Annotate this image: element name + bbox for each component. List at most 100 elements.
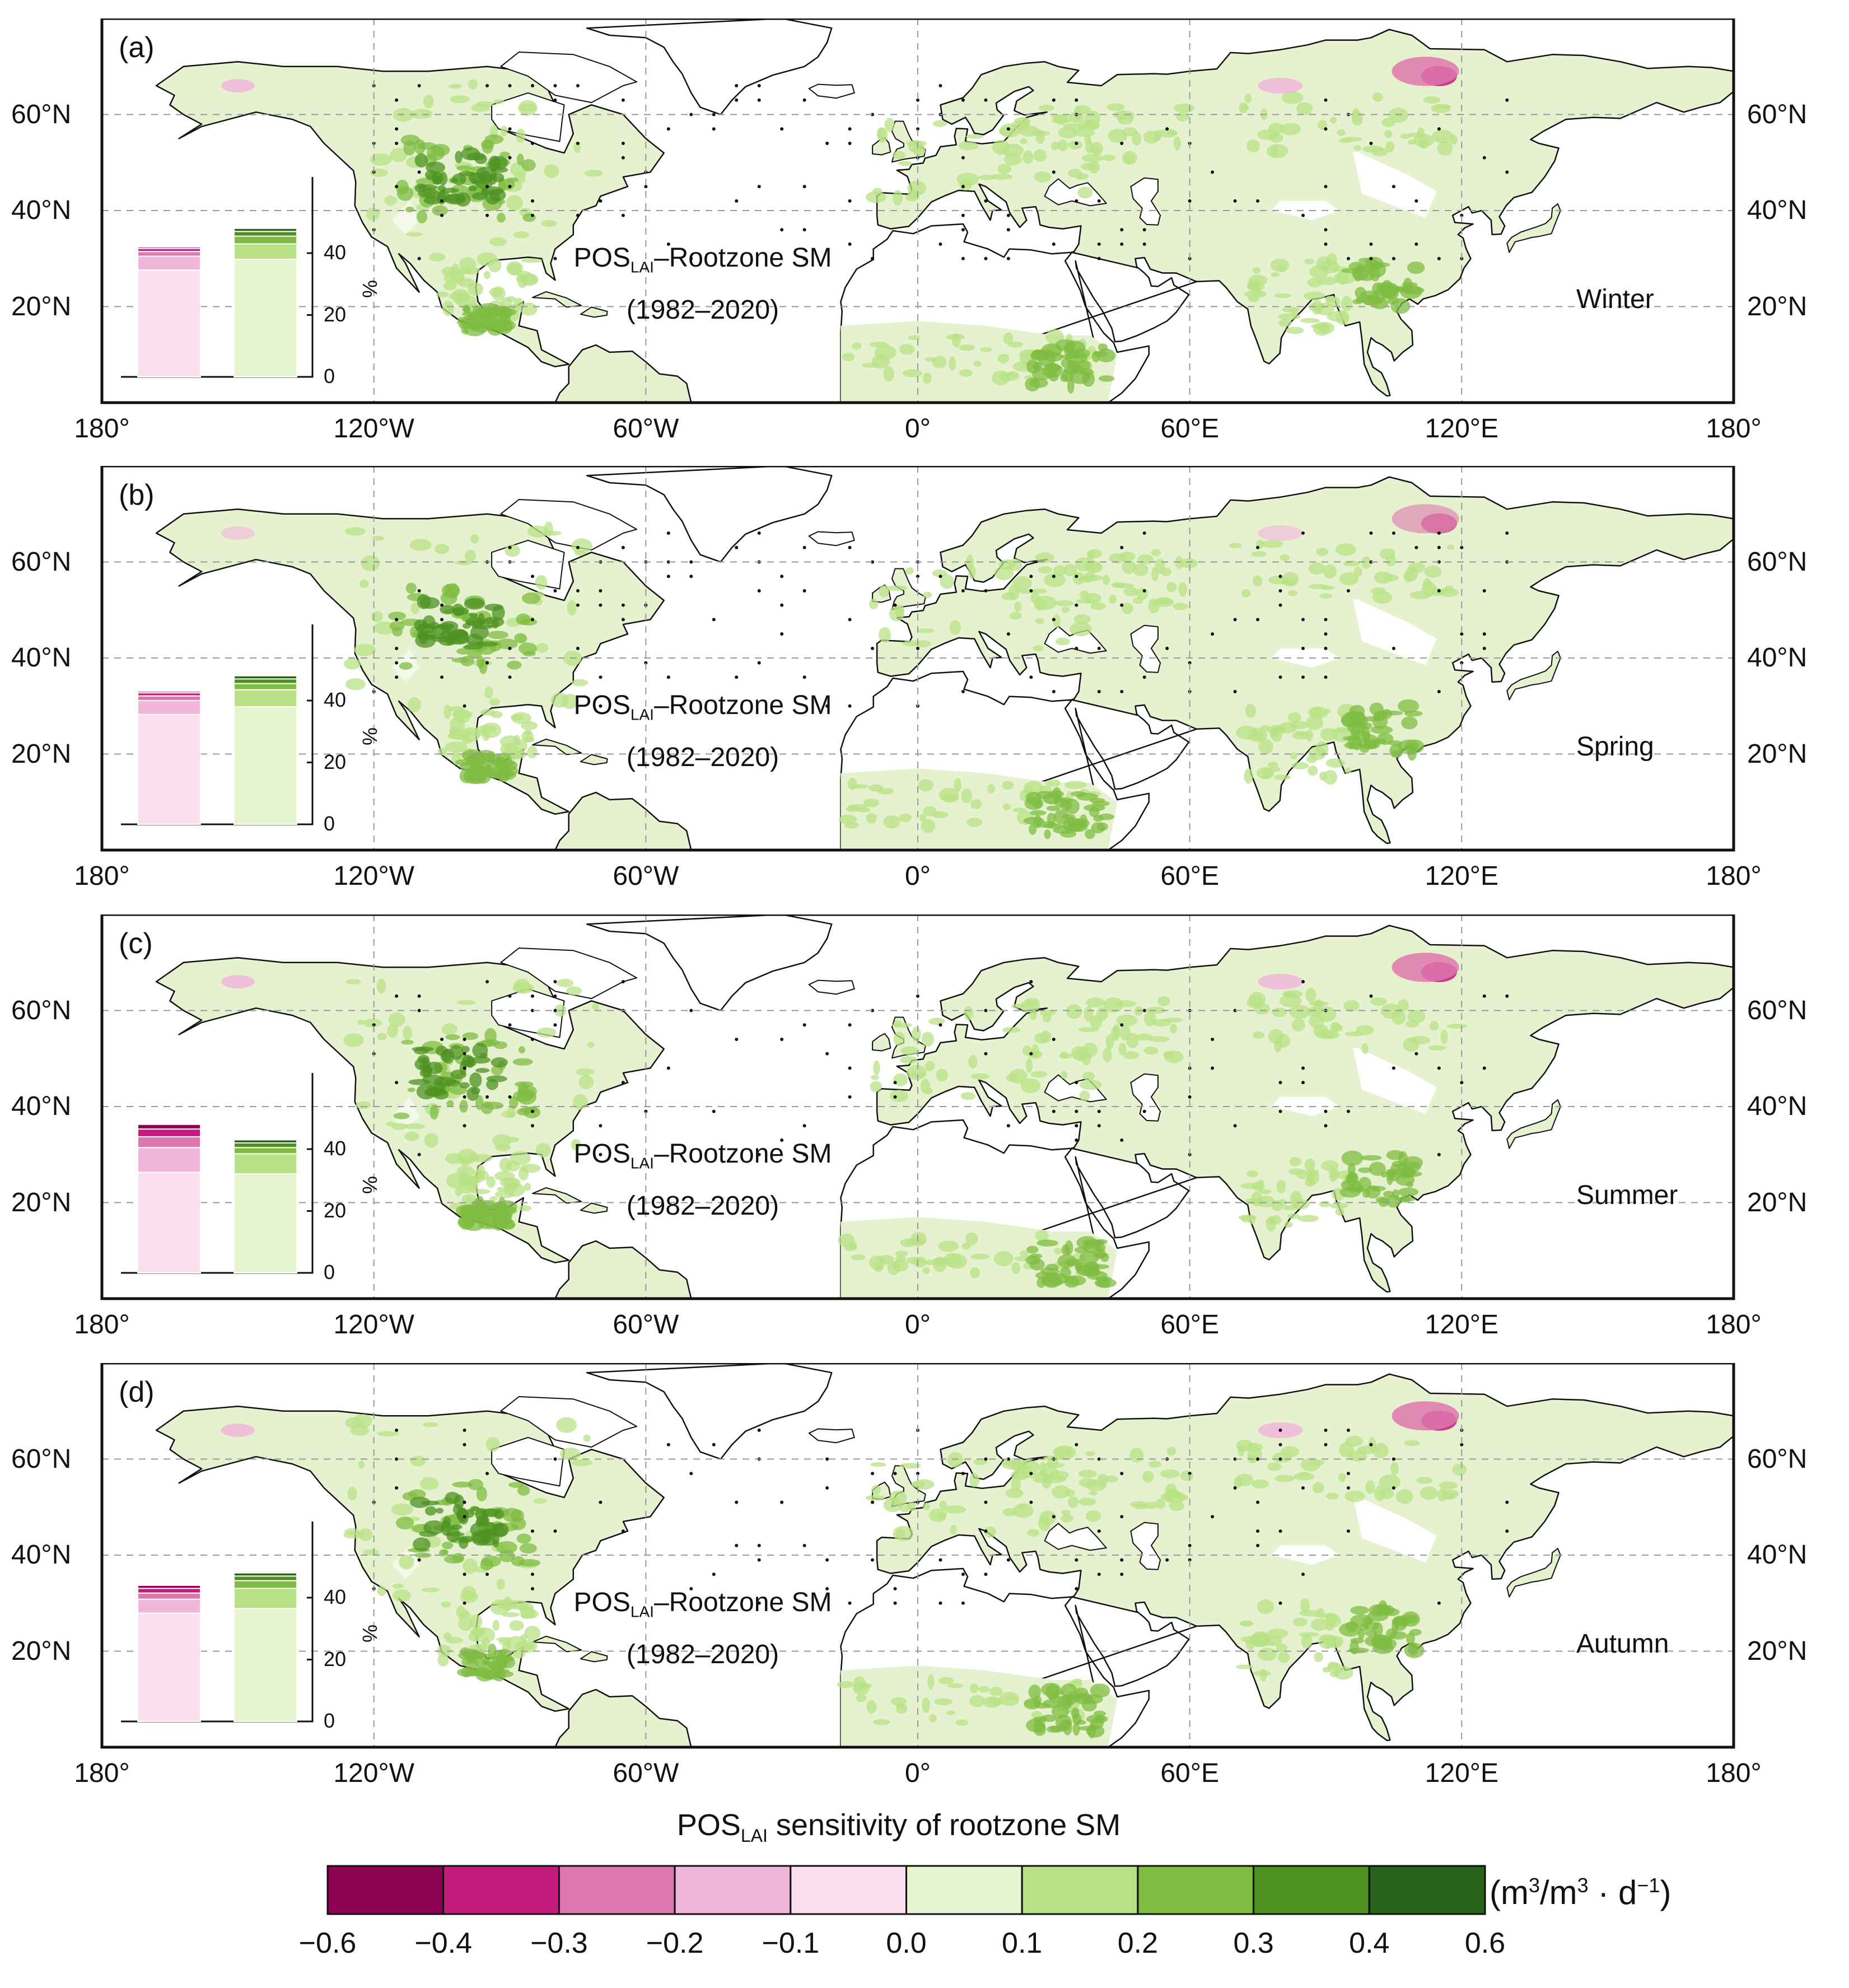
- significance-dot: [1278, 1081, 1282, 1085]
- iceland: [808, 531, 855, 547]
- vegetation-patch: [444, 194, 466, 205]
- latitude-label-right: 20°N: [1747, 1636, 1808, 1666]
- vegetation-patch: [1336, 271, 1349, 285]
- vegetation-patch: [1054, 797, 1068, 808]
- vegetation-patch: [1084, 804, 1105, 811]
- ireland: [872, 137, 891, 156]
- significance-dot: [1482, 156, 1486, 160]
- vegetation-patch: [1014, 1467, 1030, 1480]
- vegetation-patch: [1329, 1166, 1337, 1182]
- vegetation-patch: [921, 819, 936, 833]
- vegetation-patch: [455, 151, 463, 164]
- vegetation-patch: [869, 598, 879, 609]
- significance-dot: [802, 1124, 806, 1128]
- significance-dot: [1029, 1500, 1033, 1504]
- vegetation-patch: [1035, 130, 1045, 144]
- vegetation-patch: [400, 134, 421, 146]
- significance-dot: [757, 1558, 761, 1562]
- hispaniola: [580, 1202, 608, 1214]
- significance-dot: [440, 213, 444, 217]
- significance-dot: [1437, 690, 1441, 694]
- significance-dot: [553, 994, 557, 998]
- japan: [1506, 1099, 1561, 1149]
- annotation-line1: POSLAI–Rootzone SM: [573, 690, 832, 724]
- ireland: [872, 1033, 891, 1052]
- vegetation-patch: [1097, 1473, 1109, 1486]
- hispaniola: [580, 306, 608, 318]
- map-panel-winter: (a) Winter 60°N 60°N 40°N 40°N 20°N 20°N 180° 120…: [0, 18, 1849, 466]
- significance-dot: [553, 1009, 557, 1012]
- inset-tick-label: 20: [324, 750, 347, 773]
- inset-negative-bar-segment: [137, 1172, 201, 1273]
- vegetation-patch: [959, 369, 973, 377]
- vegetation-patch: [1075, 598, 1097, 604]
- iceland: [808, 979, 855, 995]
- significance-dot: [780, 127, 784, 131]
- significance-dot: [757, 661, 761, 665]
- vegetation-patch: [449, 83, 463, 89]
- significance-dot: [1324, 228, 1328, 232]
- significance-dot: [417, 84, 421, 88]
- vegetation-patch: [1356, 1025, 1374, 1035]
- vegetation-patch: [1398, 1187, 1419, 1197]
- vegetation-patch: [1085, 1451, 1095, 1457]
- vegetation-patch: [992, 370, 1010, 386]
- vegetation-patch: [1274, 293, 1292, 298]
- significance-dot: [893, 603, 897, 607]
- vegetation-patch: [1082, 1042, 1098, 1058]
- negative-sensitivity-hotspot: [1392, 1401, 1459, 1431]
- vegetation-patch: [514, 633, 527, 643]
- vegetation-patch: [1255, 1631, 1269, 1647]
- significance-dot: [961, 228, 965, 232]
- significance-dot: [530, 141, 534, 145]
- vegetation-patch: [445, 1034, 460, 1040]
- vegetation-patch: [1309, 1459, 1325, 1466]
- vegetation-patch: [837, 1681, 854, 1688]
- significance-dot: [1233, 1124, 1237, 1128]
- vegetation-patch: [403, 1123, 426, 1130]
- colorbar-tick-label: −0.4: [414, 1927, 473, 1959]
- vegetation-patch: [1043, 573, 1066, 587]
- vegetation-patch: [1054, 1248, 1062, 1255]
- inset-positive-bar-segment: [234, 675, 297, 680]
- vegetation-patch: [905, 567, 914, 575]
- significance-dot: [802, 256, 806, 260]
- vegetation-patch: [1111, 582, 1126, 588]
- iceland: [808, 83, 855, 99]
- vegetation-patch: [1308, 562, 1325, 575]
- vegetation-patch: [949, 620, 961, 635]
- significance-dot: [417, 1009, 421, 1012]
- vegetation-patch: [1315, 302, 1335, 316]
- vegetation-patch: [1246, 1170, 1259, 1178]
- vegetation-patch: [469, 1072, 482, 1088]
- longitude-label: 180°: [1706, 861, 1762, 891]
- vegetation-patch: [1370, 725, 1393, 734]
- vegetation-patch: [851, 1254, 866, 1261]
- vegetation-patch: [973, 1458, 988, 1466]
- longitude-label: 60°E: [1160, 1310, 1219, 1340]
- vegetation-patch: [863, 799, 880, 808]
- significance-dot: [1120, 141, 1124, 145]
- vegetation-patch: [463, 645, 483, 650]
- vegetation-patch: [902, 369, 922, 377]
- longitude-label: 60°W: [613, 1758, 679, 1788]
- vegetation-patch: [1284, 1221, 1293, 1228]
- vegetation-patch: [572, 1094, 588, 1110]
- vegetation-patch: [1346, 1435, 1363, 1447]
- longitude-label: 120°E: [1425, 414, 1498, 444]
- significance-dot: [825, 1587, 829, 1591]
- vegetation-patch: [851, 342, 862, 350]
- significance-dot: [961, 1572, 965, 1576]
- vegetation-patch: [1314, 1613, 1334, 1618]
- vegetation-patch: [490, 773, 505, 779]
- vegetation-patch: [1358, 1167, 1372, 1173]
- significance-dot: [1301, 1081, 1305, 1085]
- vegetation-patch: [969, 1473, 980, 1487]
- significance-dot: [417, 256, 421, 260]
- vegetation-patch: [870, 342, 890, 348]
- longitude-label: 120°W: [333, 861, 414, 891]
- vegetation-patch: [1096, 1007, 1108, 1021]
- vegetation-patch: [1027, 1529, 1040, 1537]
- vegetation-patch: [1251, 551, 1267, 557]
- vegetation-patch: [1039, 1510, 1056, 1525]
